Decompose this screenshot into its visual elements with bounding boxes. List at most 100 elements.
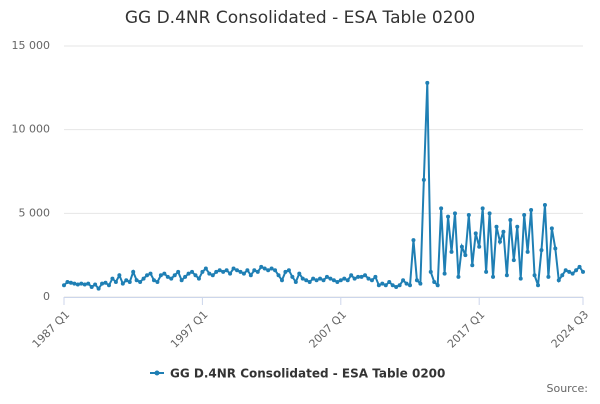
x-tick-label: 2007 Q1 xyxy=(307,308,350,351)
point xyxy=(252,268,257,273)
point xyxy=(300,276,305,281)
point xyxy=(539,248,544,253)
point xyxy=(283,269,288,274)
point xyxy=(383,283,388,288)
point xyxy=(228,271,233,276)
point xyxy=(522,213,527,218)
point xyxy=(196,276,201,281)
point xyxy=(491,274,496,279)
point xyxy=(390,283,395,288)
point xyxy=(546,274,551,279)
point xyxy=(487,211,492,216)
point xyxy=(117,273,122,278)
point xyxy=(190,269,195,274)
y-tick-label: 15 000 xyxy=(12,39,51,52)
point xyxy=(449,249,454,254)
point xyxy=(394,284,399,289)
point xyxy=(217,268,222,273)
point xyxy=(563,268,568,273)
point xyxy=(279,278,284,283)
y-tick-label: 10 000 xyxy=(12,123,51,136)
point xyxy=(65,279,70,284)
point xyxy=(86,281,91,286)
point xyxy=(477,244,482,249)
point xyxy=(224,268,229,273)
point xyxy=(138,279,143,284)
point xyxy=(428,269,433,274)
point xyxy=(553,246,558,251)
point xyxy=(456,274,461,279)
point xyxy=(324,274,329,279)
legend-label: GG D.4NR Consolidated - ESA Table 0200 xyxy=(170,367,445,381)
point xyxy=(193,273,198,278)
point xyxy=(342,276,347,281)
point xyxy=(411,238,416,243)
point xyxy=(314,278,319,283)
point xyxy=(179,278,184,283)
point xyxy=(311,276,316,281)
point xyxy=(494,224,499,229)
point xyxy=(210,273,215,278)
point xyxy=(376,283,381,288)
chart-title: GG D.4NR Consolidated - ESA Table 0200 xyxy=(125,8,475,28)
point xyxy=(473,231,478,236)
point xyxy=(331,278,336,283)
point xyxy=(549,226,554,231)
point xyxy=(238,269,243,274)
point xyxy=(525,249,530,254)
point xyxy=(134,278,139,283)
point xyxy=(369,278,374,283)
point xyxy=(515,224,520,229)
point xyxy=(82,282,87,287)
x-tick-label: 2017 Q1 xyxy=(445,308,488,351)
point xyxy=(241,271,246,276)
point xyxy=(255,269,260,274)
point xyxy=(276,273,281,278)
point xyxy=(79,281,84,286)
point xyxy=(169,276,174,281)
point xyxy=(186,271,191,276)
point xyxy=(511,258,516,263)
point xyxy=(401,278,406,283)
point xyxy=(100,281,105,286)
point xyxy=(418,281,423,286)
point xyxy=(542,202,547,207)
point xyxy=(307,279,312,284)
point xyxy=(421,177,426,182)
point xyxy=(452,211,457,216)
point xyxy=(245,268,250,273)
point xyxy=(96,286,101,291)
point xyxy=(304,278,309,283)
legend-marker xyxy=(154,370,160,376)
point xyxy=(574,268,579,273)
point xyxy=(273,268,278,273)
point xyxy=(207,271,212,276)
y-tick-label: 5 000 xyxy=(19,206,51,219)
point xyxy=(581,269,585,274)
point xyxy=(536,283,541,288)
point xyxy=(72,281,77,286)
point xyxy=(466,213,471,218)
source: Source: xyxy=(547,382,589,395)
point xyxy=(470,263,475,268)
point xyxy=(248,273,253,278)
point xyxy=(93,282,98,287)
point xyxy=(356,274,361,279)
point xyxy=(165,274,170,279)
point xyxy=(231,266,236,271)
point xyxy=(266,268,271,273)
point xyxy=(501,229,506,234)
point xyxy=(570,271,575,276)
point xyxy=(145,273,150,278)
point xyxy=(203,266,208,271)
point xyxy=(556,278,561,283)
point xyxy=(113,279,118,284)
point xyxy=(435,283,440,288)
point xyxy=(127,279,132,284)
x-tick-label: 1987 Q1 xyxy=(30,308,73,351)
point xyxy=(131,269,136,274)
y-tick-label: 0 xyxy=(43,290,50,303)
point xyxy=(373,274,378,279)
point xyxy=(352,276,357,281)
